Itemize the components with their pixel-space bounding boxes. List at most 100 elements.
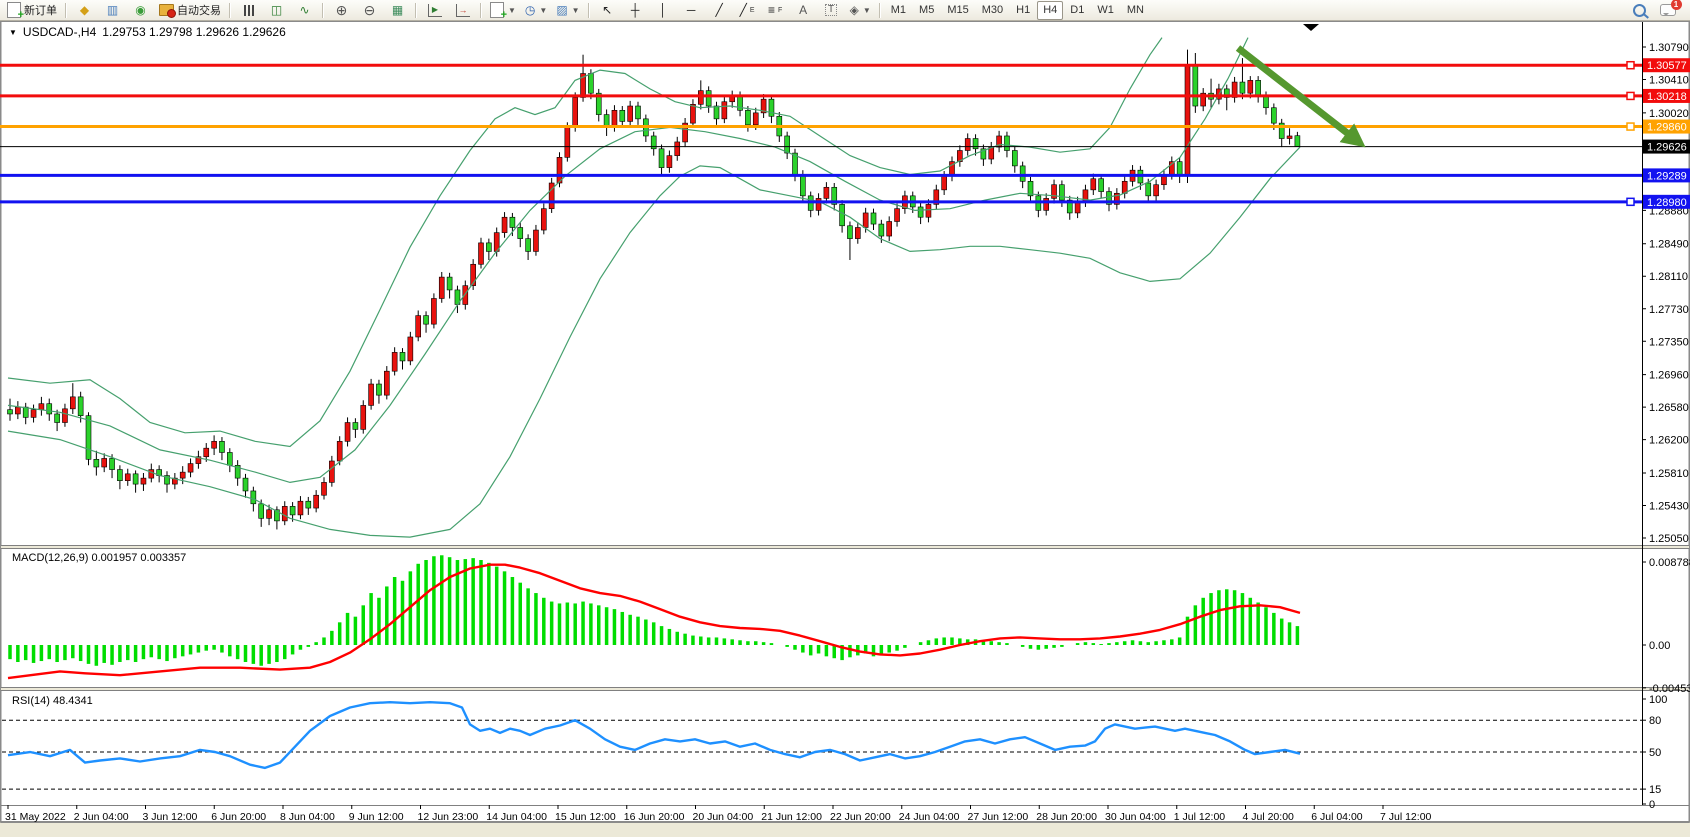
toolbar-separator [878,2,881,18]
candle-body [62,408,68,423]
toolbar-separator [322,2,324,18]
candle-body [399,352,406,362]
macd-histogram-bar [385,586,389,645]
new-order-button[interactable]: + 新订单 [3,0,61,21]
macd-histogram-bar [416,563,420,645]
text-label-tool-button[interactable]: T [818,0,845,21]
timeframe-w1-button[interactable]: W1 [1097,4,1114,16]
data-window-button[interactable]: ▥ [99,0,126,21]
candle-body [886,221,893,237]
indicators-button[interactable]: + ▼ [486,0,520,21]
text-tool-button[interactable]: A [790,0,817,21]
macd-histogram-bar [71,645,75,659]
toolbar-separator [415,2,417,18]
timeframe-h4-button[interactable]: H4 [1037,0,1064,20]
time-tick-label: 20 Jun 04:00 [693,811,754,823]
macd-histogram-bar [958,638,962,645]
macd-histogram-bar [965,639,970,645]
chart-shift-button[interactable]: → [449,0,476,21]
line-handle[interactable] [1626,60,1635,70]
candle-body [431,298,437,325]
macd-histogram-bar [322,637,326,645]
line-handle[interactable] [1626,197,1635,207]
fibonacci-tool-button[interactable]: ≡ F [762,0,789,21]
candle-body [650,135,657,150]
zoom-in-button[interactable]: ⊕ [328,0,355,21]
vertical-line-tool-button[interactable]: │ [650,0,677,21]
macd-histogram-bar [1209,593,1213,645]
candle-body [847,225,853,239]
macd-histogram-bar [832,645,836,659]
rsi-axis[interactable]: 100 80 50 15 0 [1642,694,1667,811]
chart-menu-caret-icon[interactable]: ▼ [9,27,17,37]
channel-tool-button[interactable]: ╱ E [734,0,761,21]
horizontal-line-tool-button[interactable]: ─ [678,0,705,21]
price-tick-label: 1.30410 [1649,75,1689,87]
zoom-out-button[interactable]: ⊖ [356,0,383,21]
price-badge [1643,119,1690,134]
timeframe-m5-button[interactable]: M5 [919,4,935,16]
chart-line-button[interactable]: ∿ [291,0,318,21]
candle-body [344,422,351,442]
macd-histogram-bar [487,562,491,645]
candle-body [697,90,704,105]
candle-body [242,477,249,492]
market-watch-button[interactable]: ◆ [71,0,98,21]
price-badge-label: 1.29289 [1647,170,1687,182]
trend-arrow-annotation[interactable] [1235,45,1366,148]
toolbar-separator [480,2,482,18]
macd-axis[interactable]: 0.008788 0.00 -0.004538 [1642,557,1690,695]
time-axis[interactable]: 31 May 2022 2 Jun 04:00 3 Jun 12:00 6 Jun 2… [5,805,1432,823]
macd-histogram-bar [644,619,648,645]
arrows-tool-button[interactable]: ◈ ▼ [846,0,875,21]
chart-window-border [0,21,1690,823]
candle-body [164,475,170,485]
text-icon: A [799,3,808,17]
candle-body [423,315,429,325]
candle-body [595,92,602,115]
timeframe-m1-button[interactable]: M1 [890,4,907,16]
line-handle[interactable] [1626,122,1635,131]
candle-body [109,458,115,470]
timeframe-mn-button[interactable]: MN [1126,4,1144,16]
autotrading-button[interactable]: 自动交易 [155,0,225,21]
price-badge-label: 1.30577 [1647,60,1687,72]
macd-histogram-bar [157,645,161,660]
templates-button[interactable]: ▨ ▼ [552,0,583,21]
cursor-tool-button[interactable]: ↖ [594,0,621,21]
macd-histogram-bar [424,560,428,645]
panel-separator[interactable] [1,546,1689,548]
auto-scroll-button[interactable]: ▶ [421,0,448,21]
navigator-button[interactable]: ◉ [127,0,154,21]
macd-histogram-bar [502,571,507,645]
candle-body [878,223,885,237]
candle-body [752,112,759,126]
candle-body [281,506,288,522]
search-button[interactable] [1626,0,1653,21]
timeframe-m15-button[interactable]: M15 [947,4,969,16]
price-axis[interactable]: 1.307901.304101.300201.296401.292601.288… [1642,42,1690,545]
chart-shift-marker[interactable] [1303,24,1319,31]
line-chart-icon: ∿ [299,3,310,17]
trendline-tool-button[interactable]: ╱ [706,0,733,21]
price-tick-label: 1.25810 [1649,468,1689,480]
chart-candles-button[interactable]: ◫ [263,0,290,21]
timeframe-m30-button[interactable]: M30 [981,4,1004,16]
panel-separator[interactable] [1,688,1689,690]
periods-button[interactable]: ◷ ▼ [521,0,551,21]
notifications-button[interactable]: 1 [1654,0,1682,21]
price-badge [1643,88,1690,103]
timeframe-d1-button[interactable]: D1 [1070,4,1085,16]
line-handle[interactable] [1626,91,1635,101]
macd-histogram-bar [16,645,20,662]
candle-body [470,263,476,286]
timeframe-h1-button[interactable]: H1 [1016,4,1031,16]
price-tick-label: 1.28110 [1649,271,1688,283]
price-tick-label: 1.26200 [1649,435,1689,447]
tile-windows-button[interactable]: ▦ [384,0,411,21]
candle-body [297,500,304,516]
crosshair-tool-button[interactable]: ┼ [622,0,649,21]
vertical-line-icon: │ [659,3,667,17]
chart-bars-button[interactable] [235,0,262,21]
